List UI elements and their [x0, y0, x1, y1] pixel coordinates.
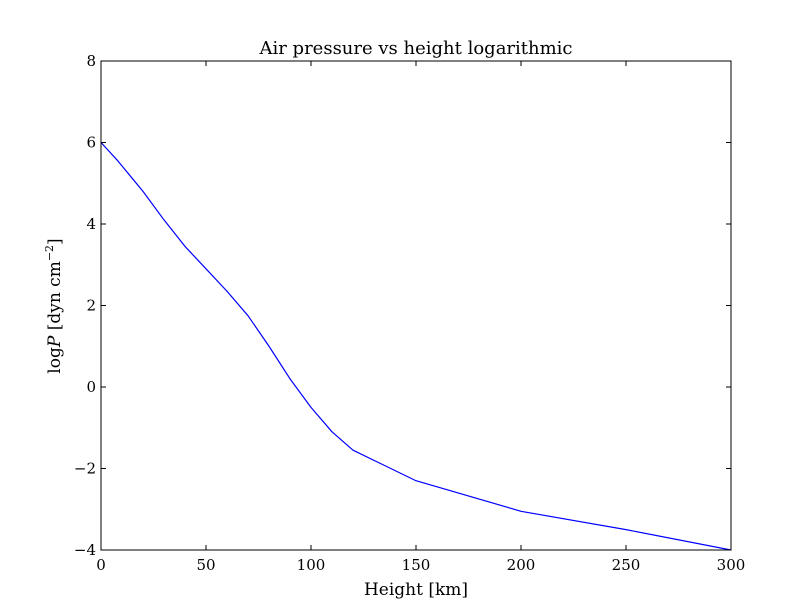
x-tick-label: 200	[507, 556, 536, 574]
y-tick-label: 0	[86, 378, 96, 396]
y-axis-label-close: ]	[45, 238, 65, 245]
x-tick-label: 150	[402, 556, 431, 574]
y-tick-label: 6	[86, 134, 96, 152]
x-tick-label: 50	[196, 556, 215, 574]
y-tick-label: 8	[86, 52, 96, 70]
x-axis-label: Height [km]	[364, 580, 468, 600]
y-axis-label-exponent: −2	[43, 245, 56, 261]
chart-title: Air pressure vs height logarithmic	[258, 38, 572, 59]
y-axis-label: logP [dyn cm−2]	[43, 238, 65, 373]
x-tick-label: 250	[612, 556, 641, 574]
x-tick-label: 100	[297, 556, 326, 574]
y-axis-label-units: [dyn cm	[45, 261, 65, 336]
y-tick-label: −2	[74, 460, 96, 478]
y-tick-label: 4	[86, 215, 96, 233]
x-tick-label: 0	[96, 556, 106, 574]
series-line-0	[100, 142, 732, 551]
y-tick-label: −4	[74, 541, 96, 559]
y-axis-label-variable: P	[45, 335, 65, 348]
y-axis-label-prefix: log	[45, 347, 65, 374]
y-tick-label: 2	[86, 297, 96, 315]
plot-area: 0 50 100 150 200 250 300 −4 −2 0 2 4 6 8	[74, 52, 745, 574]
x-tick-label: 300	[717, 556, 746, 574]
